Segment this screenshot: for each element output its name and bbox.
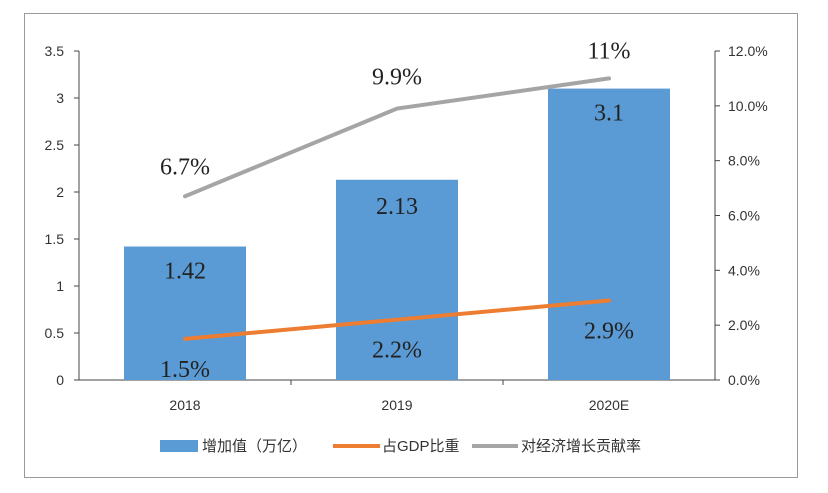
right-tick-label: 0.0% xyxy=(728,372,760,388)
bar-value xyxy=(336,179,458,380)
contribution-data-label: 11% xyxy=(587,38,630,64)
legend-label: 增加值（万亿） xyxy=(202,438,307,455)
right-tick-label: 12.0% xyxy=(728,43,768,59)
contribution-line xyxy=(183,76,611,199)
left-tick-label: 0.5 xyxy=(45,325,65,341)
left-tick-label: 3.5 xyxy=(45,43,65,59)
category-label: 2018 xyxy=(169,397,200,413)
left-tick-label: 1.5 xyxy=(45,231,65,247)
gdp-share-data-label: 2.2% xyxy=(372,338,422,364)
legend-label: 占GDP比重 xyxy=(382,438,460,455)
category-label: 2019 xyxy=(381,397,412,413)
bar-value xyxy=(548,88,670,380)
legend-label: 对经济增长贡献率 xyxy=(521,438,641,455)
right-tick-label: 10.0% xyxy=(728,98,768,114)
right-tick-label: 4.0% xyxy=(728,262,760,278)
contribution-data-label: 6.7% xyxy=(160,154,210,180)
left-tick-label: 3 xyxy=(56,90,64,106)
right-tick-label: 2.0% xyxy=(728,317,760,333)
gdp-share-data-label: 1.5% xyxy=(160,357,210,383)
gdp-share-data-label: 2.9% xyxy=(584,318,634,344)
category-label: 2020E xyxy=(589,397,629,413)
left-tick-label: 2 xyxy=(56,184,64,200)
legend-swatch-bar xyxy=(160,440,198,452)
right-tick-label: 8.0% xyxy=(728,153,760,169)
gdp-share-line xyxy=(183,298,611,341)
left-tick-label: 0 xyxy=(56,372,64,388)
left-tick-label: 1 xyxy=(56,278,64,294)
contribution-data-label: 9.9% xyxy=(372,65,422,91)
right-tick-label: 6.0% xyxy=(728,208,760,224)
bar-value xyxy=(124,246,246,380)
bar-data-label: 2.13 xyxy=(376,194,418,220)
bar-data-label: 1.42 xyxy=(164,259,206,285)
bar-data-label: 3.1 xyxy=(594,101,624,127)
left-tick-label: 2.5 xyxy=(45,137,65,153)
